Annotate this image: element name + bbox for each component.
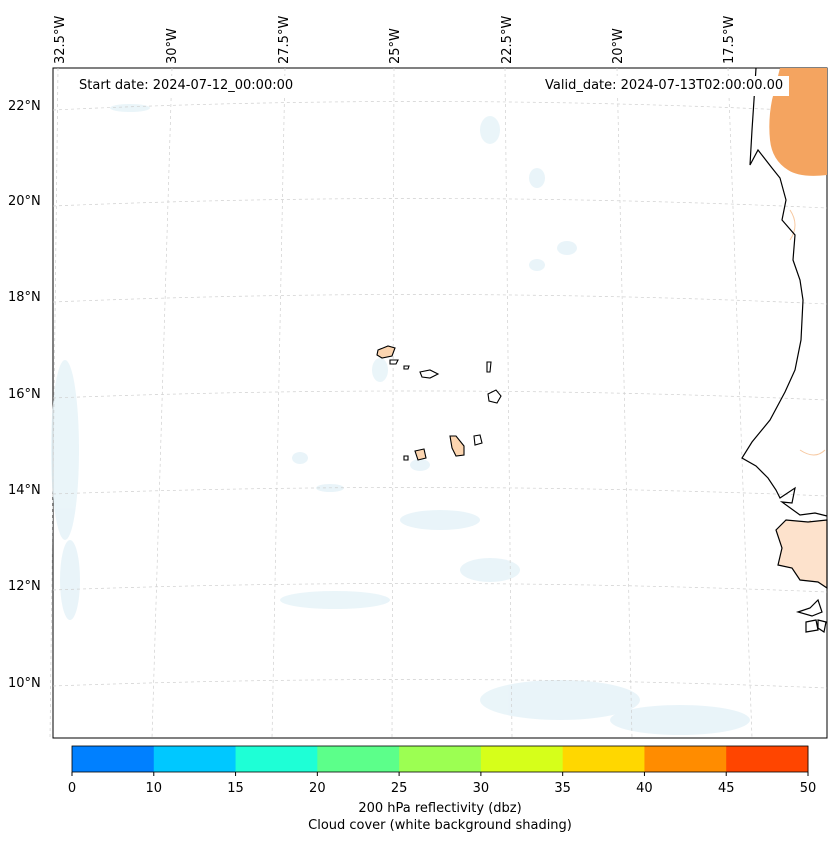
start-date-label: Start date: 2024-07-12_00:00:00 [73,76,300,96]
gridlines [49,67,828,739]
colorbar-tick-label: 50 [799,781,817,796]
island-santiago [449,435,465,457]
lat-label: 12°N [8,579,41,594]
island-brava [403,455,409,461]
valid-date-label: Valid_date: 2024-07-13T02:00:00.00 [539,76,790,96]
colorbar-segment [153,746,237,772]
colorbar-segment [235,746,318,772]
colorbar-tick-label: 30 [472,781,490,796]
island-santo-antao [376,345,396,359]
lon-label: 17.5°W [722,15,737,64]
colorbar-segment [317,746,400,772]
lon-label: 32.5°W [53,15,68,64]
lon-label: 25°W [388,28,403,64]
lon-label: 22.5°W [500,15,515,64]
colorbar-segment [480,746,564,772]
lon-label: 30°W [165,28,180,64]
island-sao-vicente [389,359,399,365]
guinea-coast [795,598,827,633]
lat-label: 18°N [8,290,41,305]
colorbar-tick-label: 45 [717,781,735,796]
lat-label: 22°N [8,99,41,114]
island-fogo [414,448,427,461]
lon-label: 20°W [611,28,626,64]
colorbar-tick-label: 10 [145,781,163,796]
island-maio [473,434,483,446]
colorbar-label: 200 hPa reflectivity (dbz) [358,801,522,816]
island-sao-nicolau [419,369,440,379]
africa-coastline-south [775,519,828,590]
colorbar-tick-label: 20 [309,781,326,796]
colorbar-sublabel: Cloud cover (white background shading) [308,818,572,833]
colorbar-tick-label: 35 [554,781,571,796]
colorbar-segment [562,746,645,772]
colorbar-tick-label: 0 [67,781,77,796]
island-santa-luzia [403,365,410,370]
lat-label: 20°N [8,194,41,209]
colorbar-segment [726,746,809,772]
cape-verde-islands [376,345,502,461]
lat-label: 16°N [8,387,41,402]
cloud-cover [51,104,750,735]
colorbar-segment [72,746,155,772]
island-sal [486,361,492,373]
africa-coastline [741,67,828,517]
colorbar-tick-label: 40 [636,781,653,796]
colorbar-tick-label: 15 [227,781,244,796]
lat-label: 14°N [8,483,41,498]
colorbar-segment [644,746,727,772]
colorbar-segment [399,746,482,772]
map-frame [52,67,828,739]
colorbar-border [71,745,809,773]
island-boa-vista [487,389,502,404]
lon-label: 27.5°W [277,15,292,64]
colorbar-tick-label: 25 [390,781,408,796]
colorbar [71,745,809,776]
lat-label: 10°N [8,676,41,691]
